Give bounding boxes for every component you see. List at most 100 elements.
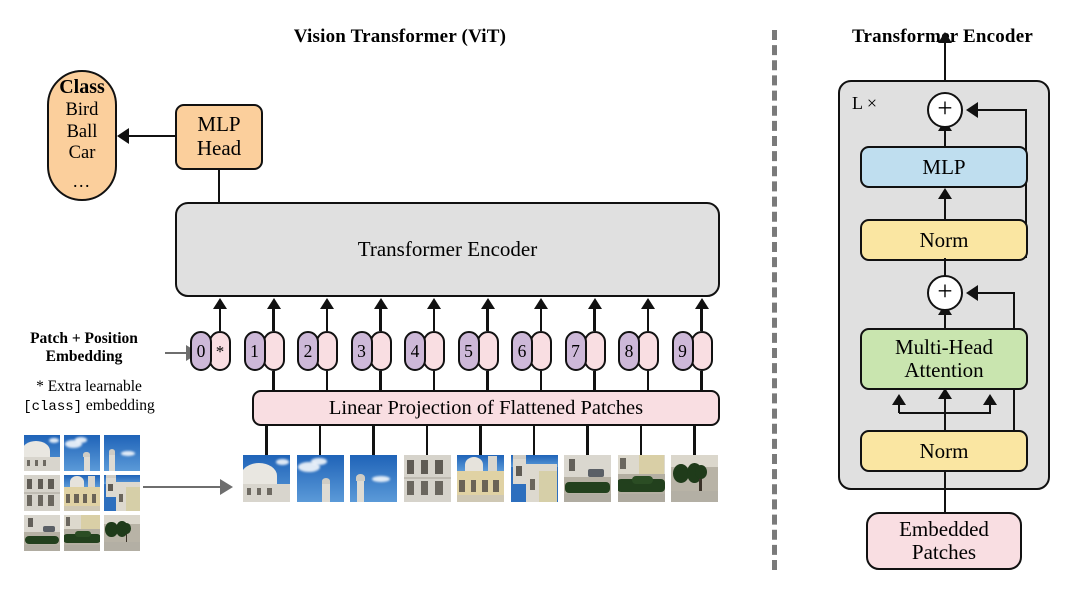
- position-embedding-5: 5: [457, 331, 480, 371]
- window: [435, 481, 443, 496]
- token-6: 6: [511, 331, 552, 371]
- qkv-branch-k-arrowhead: [938, 388, 952, 399]
- mlp-head-box: MLP Head: [175, 104, 263, 170]
- window: [407, 459, 415, 474]
- window: [421, 459, 429, 474]
- mlp-head-to-encoder-line: [218, 170, 221, 203]
- tower-roof: [105, 475, 116, 478]
- cloud: [298, 461, 320, 472]
- patchify-arrow-line: [143, 486, 221, 489]
- token-6-from-projection-line: [539, 371, 543, 390]
- cornice: [403, 476, 451, 480]
- token-8-to-encoder-arrowhead: [641, 298, 655, 309]
- attention-label-line1: Multi-Head: [895, 335, 993, 360]
- hedge: [617, 479, 665, 492]
- patch-6-to-projection-line: [532, 426, 536, 455]
- position-embedding-7: 7: [564, 331, 587, 371]
- cloud: [120, 450, 135, 456]
- window: [83, 494, 88, 504]
- window: [91, 494, 97, 504]
- token-5: 5: [457, 331, 499, 371]
- facade: [671, 455, 718, 468]
- hedge: [631, 475, 654, 485]
- flattened-patch-4: [403, 455, 451, 502]
- patch-embedding-6: [530, 331, 552, 371]
- token-6-to-encoder-line: [539, 309, 543, 331]
- dome: [464, 456, 484, 473]
- token-4-to-encoder-arrowhead: [427, 298, 441, 309]
- embedded-patches-line1: Embedded: [899, 517, 989, 542]
- tower: [87, 475, 95, 489]
- patch-embedding-5: [476, 331, 499, 371]
- source-patch-3: [104, 435, 140, 471]
- window: [27, 517, 33, 528]
- paved-square: [104, 542, 140, 551]
- token-8: 8: [618, 331, 659, 371]
- window: [108, 483, 113, 491]
- facade: [104, 515, 140, 525]
- patch-embedding-2: [316, 331, 338, 371]
- source-patch-1: [24, 435, 60, 471]
- facade: [24, 457, 60, 471]
- window: [26, 495, 33, 506]
- footnote-class-token: [class]: [23, 398, 83, 415]
- window: [66, 517, 71, 526]
- token-7: 7: [564, 331, 606, 371]
- patch-8-to-projection-line: [639, 426, 643, 455]
- patch-embedding-4: [423, 331, 445, 371]
- token-8-to-encoder-line: [646, 309, 650, 331]
- window: [620, 457, 626, 470]
- base: [64, 505, 100, 511]
- class-ellipsis: ...: [73, 171, 91, 192]
- embedded-patches-line2: Patches: [911, 540, 977, 564]
- path: [617, 494, 665, 502]
- source-patch-6: [104, 475, 140, 511]
- hedge: [564, 482, 611, 493]
- residual-add-bottom: +: [927, 275, 963, 311]
- facade: [64, 487, 100, 511]
- class-item-ball: Ball: [66, 121, 98, 142]
- patch-2-to-projection-line: [318, 426, 322, 455]
- patch-9-to-projection-line: [693, 426, 696, 455]
- token-2: 2: [297, 331, 338, 371]
- patch-embedding-9: [690, 331, 713, 371]
- position-embedding-8: 8: [618, 331, 640, 371]
- multi-head-attention-block: Multi-Head Attention: [860, 328, 1028, 390]
- embedded-patches-block: Embedded Patches: [866, 512, 1022, 570]
- flattened-patch-5: [457, 455, 504, 502]
- embedding-label-arrow-line: [165, 352, 187, 355]
- norm-top-to-mlp-line: [944, 194, 947, 220]
- source-patch-4: [24, 475, 60, 511]
- class-output-pill: Class Bird Ball Car ...: [47, 70, 117, 201]
- transformer-encoder-bar-label: Transformer Encoder: [357, 237, 538, 262]
- tree: [122, 522, 132, 534]
- mlp-block: MLP: [860, 146, 1028, 188]
- cornice: [24, 491, 60, 494]
- base: [457, 495, 504, 502]
- embedding-label-line1: Patch + Position: [30, 330, 138, 347]
- token-1: 1: [243, 331, 285, 371]
- token-6-to-encoder-arrowhead: [534, 298, 548, 309]
- facade-yellow: [80, 515, 100, 530]
- car: [42, 525, 55, 532]
- token-7-to-encoder-line: [593, 309, 596, 331]
- source-patch-9: [104, 515, 140, 551]
- window: [257, 487, 262, 496]
- layer-repeat-label: L ×: [852, 93, 877, 113]
- mlp-head-line2: Head: [196, 136, 242, 160]
- source-patch-2: [64, 435, 100, 471]
- token-1-to-encoder-arrowhead: [266, 298, 281, 309]
- patch-embedding-8: [637, 331, 659, 371]
- tower-roof: [356, 473, 365, 482]
- token-3-from-projection-line: [379, 371, 382, 390]
- token-5-to-encoder-arrowhead: [480, 298, 495, 309]
- norm-top-to-mlp-arrowhead: [938, 188, 952, 199]
- source-patch-7: [24, 515, 60, 551]
- flattened-patch-3: [350, 455, 397, 502]
- encoder-output-line: [944, 38, 947, 82]
- add-bottom-to-norm-top-line: [944, 258, 947, 278]
- token-5-from-projection-line: [486, 371, 489, 390]
- source-image-patch-grid: [24, 435, 144, 555]
- token-1-from-projection-line: [272, 371, 275, 390]
- position-embedding-9: 9: [671, 331, 694, 371]
